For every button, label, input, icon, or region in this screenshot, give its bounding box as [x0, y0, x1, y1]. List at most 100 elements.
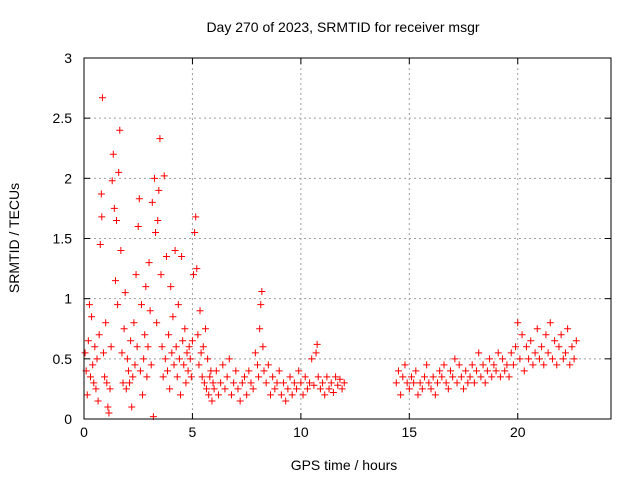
- data-point: [200, 379, 208, 387]
- data-point: [553, 361, 561, 369]
- data-point: [453, 379, 461, 387]
- data-point: [174, 301, 182, 309]
- data-point: [486, 355, 494, 363]
- data-point: [473, 367, 481, 375]
- data-point: [172, 343, 180, 351]
- data-point: [427, 385, 435, 393]
- data-point: [113, 216, 121, 224]
- data-point: [107, 343, 115, 351]
- data-point: [460, 385, 468, 393]
- data-point: [180, 361, 188, 369]
- data-point: [169, 313, 177, 321]
- data-point: [325, 385, 333, 393]
- data-point: [124, 367, 132, 375]
- data-point: [470, 379, 478, 387]
- data-point: [210, 385, 218, 393]
- data-point: [468, 361, 476, 369]
- data-point: [139, 391, 147, 399]
- data-point: [147, 361, 155, 369]
- data-point: [160, 172, 168, 180]
- data-point: [209, 379, 217, 387]
- data-point: [185, 343, 193, 351]
- data-point: [257, 301, 265, 309]
- data-point: [295, 367, 303, 375]
- data-point: [135, 195, 143, 203]
- data-point: [327, 379, 335, 387]
- data-point: [548, 355, 556, 363]
- data-point: [514, 319, 522, 327]
- data-point: [488, 373, 496, 381]
- data-point: [186, 355, 194, 363]
- data-point: [178, 253, 186, 261]
- data-point: [282, 397, 290, 405]
- data-point: [293, 385, 301, 393]
- data-point: [258, 287, 266, 295]
- data-point: [114, 301, 122, 309]
- data-point: [101, 373, 109, 381]
- data-point: [271, 385, 279, 393]
- data-point: [128, 403, 136, 411]
- data-point: [316, 385, 324, 393]
- data-point: [310, 381, 318, 389]
- data-point: [336, 375, 344, 383]
- data-point: [275, 367, 283, 375]
- data-point: [83, 391, 91, 399]
- data-point: [194, 331, 202, 339]
- data-point: [153, 319, 161, 327]
- data-point: [420, 373, 428, 381]
- data-point: [438, 373, 446, 381]
- data-point: [223, 373, 231, 381]
- data-point: [162, 253, 170, 261]
- data-point: [122, 385, 130, 393]
- data-point: [306, 379, 314, 387]
- data-point: [455, 361, 463, 369]
- data-point: [87, 373, 95, 381]
- data-point: [141, 331, 149, 339]
- data-point: [103, 379, 111, 387]
- data-point: [540, 361, 548, 369]
- data-point: [175, 355, 183, 363]
- data-point: [88, 313, 96, 321]
- data-point: [221, 385, 229, 393]
- x-tick-label: 10: [293, 424, 309, 440]
- data-point: [436, 367, 444, 375]
- data-point: [496, 373, 504, 381]
- data-point: [161, 355, 169, 363]
- data-point: [297, 379, 305, 387]
- data-point: [154, 216, 162, 224]
- data-point: [165, 331, 173, 339]
- data-point: [520, 367, 528, 375]
- data-point: [97, 190, 105, 198]
- data-point: [123, 355, 131, 363]
- data-point: [199, 343, 207, 351]
- data-point: [104, 403, 112, 411]
- data-point: [410, 379, 418, 387]
- data-point: [392, 379, 400, 387]
- data-point: [89, 361, 97, 369]
- data-point: [319, 379, 327, 387]
- data-point: [394, 367, 402, 375]
- y-tick-label: 0.5: [53, 351, 73, 367]
- data-point: [425, 379, 433, 387]
- data-point: [418, 385, 426, 393]
- data-point: [227, 391, 235, 399]
- data-point: [256, 325, 264, 333]
- data-point: [414, 391, 422, 399]
- data-point: [477, 373, 485, 381]
- data-point: [269, 373, 277, 381]
- data-point: [130, 319, 138, 327]
- data-point: [98, 213, 106, 221]
- data-point: [191, 228, 199, 236]
- data-point: [155, 186, 163, 194]
- data-point: [90, 379, 98, 387]
- data-point: [255, 373, 263, 381]
- data-point: [183, 349, 191, 357]
- data-point: [131, 361, 139, 369]
- data-point: [277, 391, 285, 399]
- data-point: [120, 325, 128, 333]
- chart-title: Day 270 of 2023, SRMTID for receiver msg…: [206, 19, 479, 35]
- data-point: [399, 373, 407, 381]
- data-point: [505, 373, 513, 381]
- data-point: [212, 367, 220, 375]
